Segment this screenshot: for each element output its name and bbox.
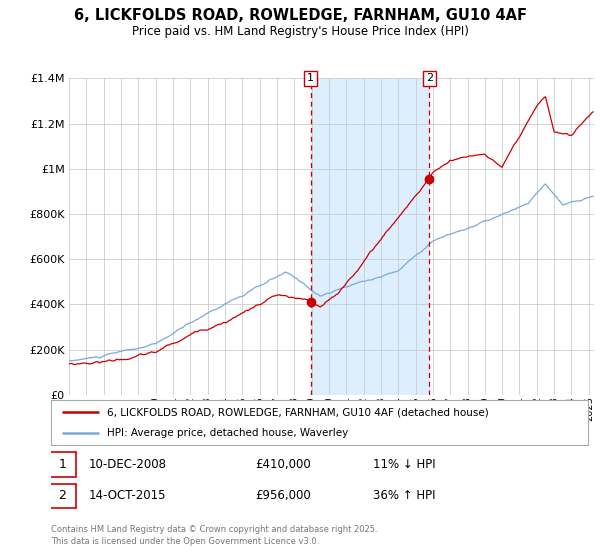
Text: 1: 1 — [307, 73, 314, 83]
Text: 6, LICKFOLDS ROAD, ROWLEDGE, FARNHAM, GU10 4AF: 6, LICKFOLDS ROAD, ROWLEDGE, FARNHAM, GU… — [74, 8, 527, 24]
Text: Contains HM Land Registry data © Crown copyright and database right 2025.
This d: Contains HM Land Registry data © Crown c… — [51, 525, 377, 546]
Text: 36% ↑ HPI: 36% ↑ HPI — [373, 489, 436, 502]
Text: £956,000: £956,000 — [255, 489, 311, 502]
Bar — [311, 78, 429, 395]
Text: 10-DEC-2008: 10-DEC-2008 — [89, 458, 167, 471]
Text: 2: 2 — [425, 73, 433, 83]
FancyBboxPatch shape — [49, 484, 76, 508]
Text: 11% ↓ HPI: 11% ↓ HPI — [373, 458, 436, 471]
Text: £410,000: £410,000 — [255, 458, 311, 471]
Text: 14-OCT-2015: 14-OCT-2015 — [89, 489, 166, 502]
FancyBboxPatch shape — [49, 452, 76, 477]
Text: Price paid vs. HM Land Registry's House Price Index (HPI): Price paid vs. HM Land Registry's House … — [131, 25, 469, 38]
Text: HPI: Average price, detached house, Waverley: HPI: Average price, detached house, Wave… — [107, 428, 349, 438]
Text: 1: 1 — [58, 458, 66, 471]
Text: 6, LICKFOLDS ROAD, ROWLEDGE, FARNHAM, GU10 4AF (detached house): 6, LICKFOLDS ROAD, ROWLEDGE, FARNHAM, GU… — [107, 408, 489, 418]
Text: 2: 2 — [58, 489, 66, 502]
